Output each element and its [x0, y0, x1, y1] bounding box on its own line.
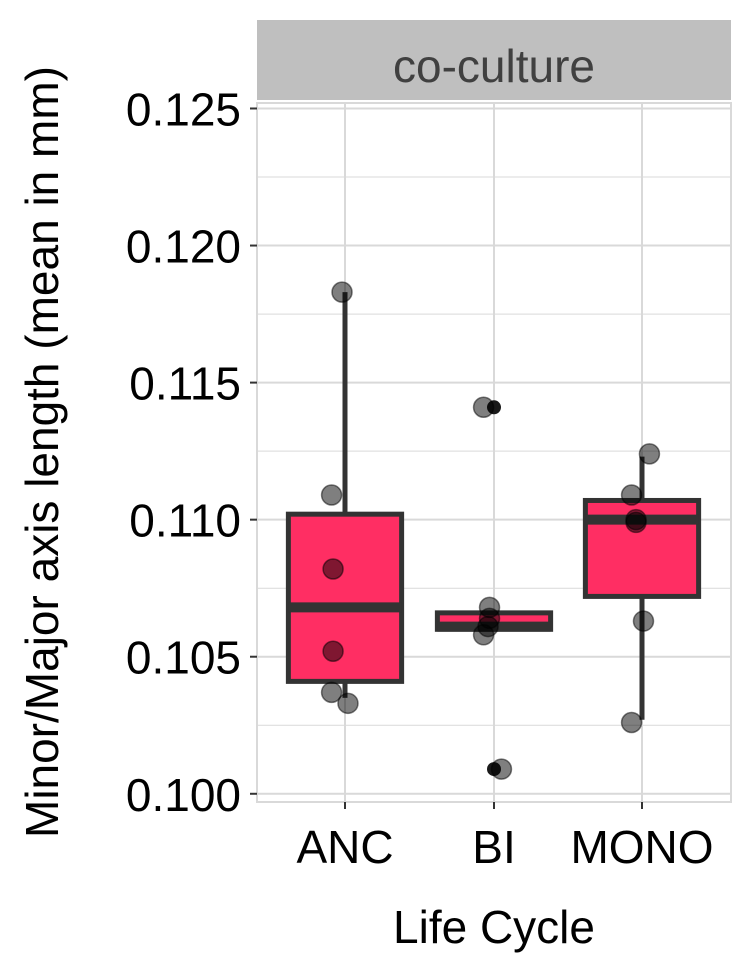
y-tick-label: 0.115 [129, 358, 241, 410]
data-point [632, 610, 655, 632]
x-tick-label-bi: BI [472, 821, 515, 873]
data-points [320, 281, 661, 780]
y-axis-ticks: 0.100 0.105 0.110 0.115 0.120 0.125 [126, 83, 257, 821]
data-point [472, 396, 495, 419]
data-point [337, 692, 359, 715]
data-point [472, 624, 495, 646]
y-axis-title: Minor/Major axis length (mean in mm) [16, 66, 68, 838]
x-tick-label-anc: ANC [296, 821, 393, 873]
y-tick-label: 0.105 [126, 632, 241, 684]
x-tick-label-mono: MONO [570, 821, 713, 873]
facet-strip [257, 20, 731, 100]
data-point [625, 511, 647, 534]
box-anc [285, 292, 405, 698]
boxes [285, 292, 702, 777]
data-point [490, 758, 513, 780]
x-axis-ticks: ANC BI MONO [296, 802, 714, 873]
data-point [638, 443, 661, 465]
data-point [322, 640, 344, 662]
y-tick-label: 0.120 [126, 221, 241, 273]
data-point [331, 281, 353, 303]
x-axis-title: Life Cycle [393, 901, 595, 953]
y-tick-label: 0.110 [129, 495, 241, 547]
y-tick-label: 0.100 [126, 769, 241, 821]
data-point [620, 484, 643, 506]
box-body [285, 511, 405, 684]
data-point [320, 484, 343, 506]
data-point [620, 711, 643, 734]
data-point [322, 558, 344, 580]
y-tick-label: 0.125 [126, 83, 241, 135]
data-point [320, 681, 343, 704]
facet-label: co-culture [393, 40, 595, 92]
